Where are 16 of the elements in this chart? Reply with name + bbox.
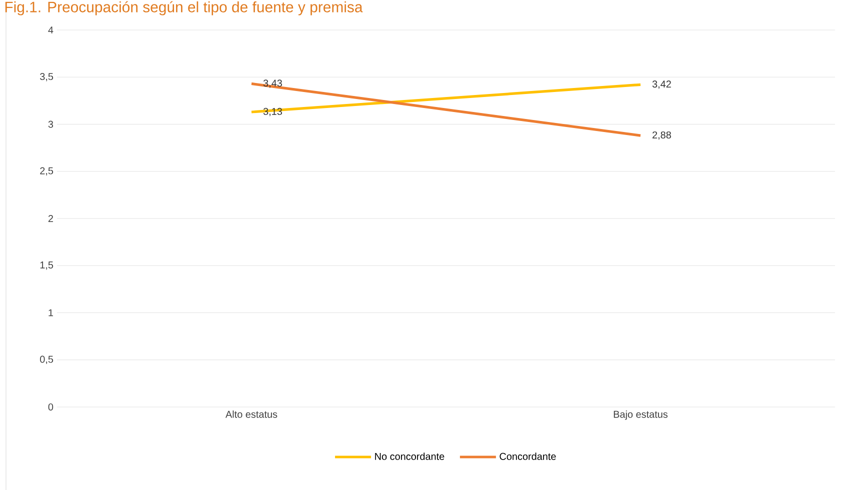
y-tick-label: 1	[48, 309, 53, 316]
y-tick-label: 0	[48, 403, 54, 411]
y-tick-label: 1,5	[40, 262, 54, 270]
y-tick-label: 3,5	[40, 73, 54, 82]
y-tick-label: 3	[48, 120, 54, 128]
chart-title: Fig.1. Preocupación según el tipo de fuente y premisa	[5, 1, 363, 16]
x-tick-label: Bajo estatus	[614, 410, 668, 420]
y-tick-label: 4	[48, 26, 54, 34]
y-tick-label: 0,5	[40, 356, 54, 364]
y-tick-label: 2	[48, 215, 53, 222]
data-label: 3,42	[652, 80, 671, 89]
y-tick-label: 2,5	[40, 167, 54, 176]
x-tick-label: Alto estatus	[225, 410, 278, 418]
legend-label: No concordante	[375, 452, 444, 460]
data-label: 2,88	[652, 131, 671, 140]
legend-label: Concordante	[500, 452, 556, 460]
